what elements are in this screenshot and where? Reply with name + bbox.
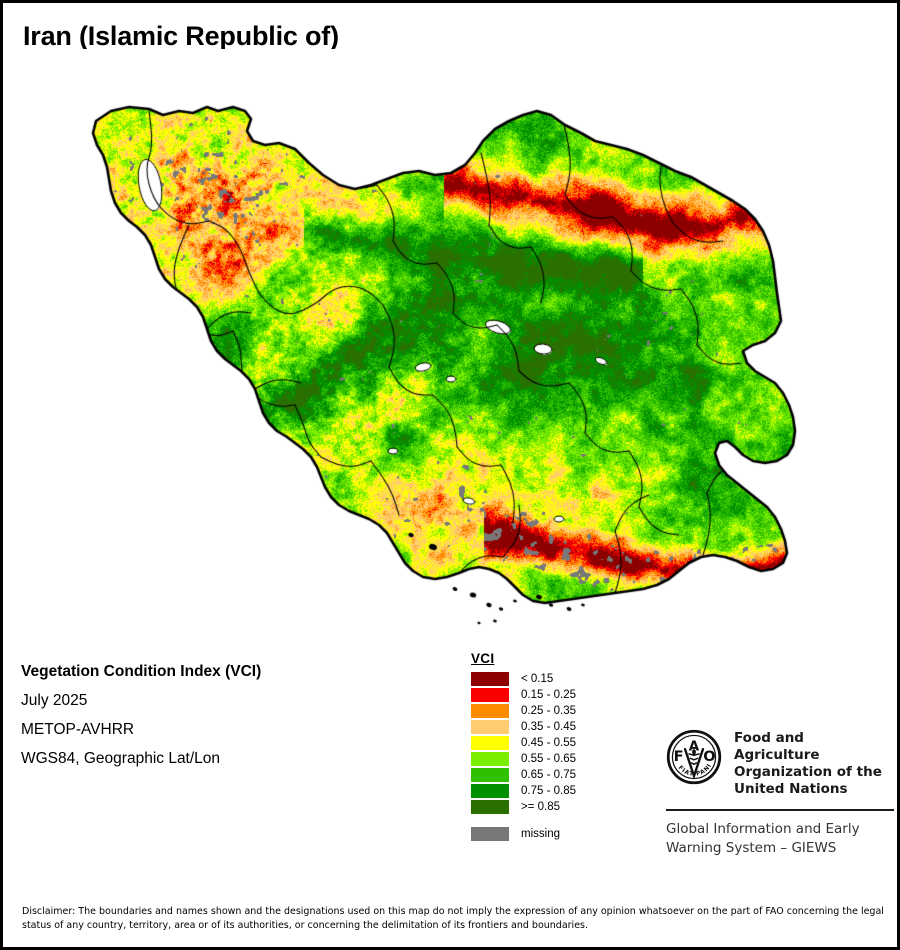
vci-raster-map[interactable] bbox=[3, 49, 897, 629]
legend-rows: < 0.15 0.15 - 0.25 0.25 - 0.35 0.35 - 0.45 0… bbox=[471, 671, 641, 841]
legend-label-missing: missing bbox=[521, 827, 560, 840]
legend-row: 0.25 - 0.35 bbox=[471, 703, 641, 718]
legend-label: 0.25 - 0.35 bbox=[521, 704, 576, 717]
legend-row: 0.65 - 0.75 bbox=[471, 767, 641, 782]
fao-org-line-3: United Nations bbox=[734, 781, 848, 797]
legend-swatch bbox=[471, 799, 509, 814]
fao-emblem-icon: F A O FIAT PANIS bbox=[663, 725, 722, 785]
disclaimer-text: Disclaimer: The boundaries and names sho… bbox=[22, 906, 884, 931]
legend-swatch bbox=[471, 687, 509, 702]
legend-row: < 0.15 bbox=[471, 671, 641, 686]
legend-row: 0.45 - 0.55 bbox=[471, 735, 641, 750]
legend-swatch bbox=[471, 735, 509, 750]
fao-org-line-1: Food and Agriculture bbox=[734, 730, 820, 763]
giews-line-2: Warning System – GIEWS bbox=[666, 840, 837, 856]
map-caption: Vegetation Condition Index (VCI) July 20… bbox=[21, 657, 441, 773]
legend-swatch bbox=[471, 751, 509, 766]
legend-label: 0.45 - 0.55 bbox=[521, 736, 576, 749]
legend-swatch bbox=[471, 719, 509, 734]
caption-sensor: METOP-AVHRR bbox=[21, 721, 135, 738]
legend-label: 0.55 - 0.65 bbox=[521, 752, 576, 765]
fao-divider bbox=[666, 809, 894, 811]
legend-row: 0.55 - 0.65 bbox=[471, 751, 641, 766]
legend: VCI < 0.15 0.15 - 0.25 0.25 - 0.35 0.35 - 0… bbox=[471, 651, 641, 842]
legend-swatch bbox=[471, 783, 509, 798]
fao-header: F A O FIAT PANIS bbox=[663, 725, 894, 798]
legend-label: >= 0.85 bbox=[521, 800, 561, 813]
fao-org-line-2: Organization of the bbox=[734, 764, 882, 780]
legend-label: 0.15 - 0.25 bbox=[521, 688, 576, 701]
legend-row: >= 0.85 bbox=[471, 799, 641, 814]
giews-unit-name: Global Information and Early Warning Sys… bbox=[666, 820, 894, 858]
legend-row-missing: missing bbox=[471, 826, 641, 841]
legend-label: 0.35 - 0.45 bbox=[521, 720, 576, 733]
legend-row: 0.15 - 0.25 bbox=[471, 687, 641, 702]
map-viewport[interactable] bbox=[3, 49, 897, 629]
legend-label: < 0.15 bbox=[521, 672, 554, 685]
legend-swatch bbox=[471, 767, 509, 782]
fao-organization-name: Food and Agriculture Organization of the… bbox=[734, 730, 894, 798]
legend-swatch bbox=[471, 671, 509, 686]
legend-swatch-missing bbox=[471, 826, 509, 841]
caption-product: Vegetation Condition Index (VCI) bbox=[21, 663, 262, 680]
svg-text:F: F bbox=[674, 748, 684, 765]
legend-label: 0.75 - 0.85 bbox=[521, 784, 576, 797]
caption-period: July 2025 bbox=[21, 692, 88, 709]
page-title: Iran (Islamic Republic of) bbox=[23, 21, 339, 51]
fao-branding: F A O FIAT PANIS bbox=[663, 725, 894, 858]
caption-projection: WGS84, Geographic Lat/Lon bbox=[21, 750, 221, 767]
giews-line-1: Global Information and Early bbox=[666, 821, 860, 837]
legend-swatch bbox=[471, 703, 509, 718]
legend-label: 0.65 - 0.75 bbox=[521, 768, 576, 781]
legend-title: VCI bbox=[471, 651, 495, 666]
svg-text:A: A bbox=[689, 739, 700, 754]
legend-row: 0.75 - 0.85 bbox=[471, 783, 641, 798]
legend-row: 0.35 - 0.45 bbox=[471, 719, 641, 734]
svg-text:O: O bbox=[703, 748, 715, 765]
